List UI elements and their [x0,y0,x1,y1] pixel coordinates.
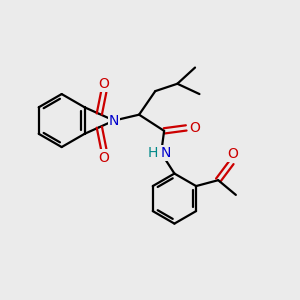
Text: O: O [189,121,200,135]
Text: O: O [98,76,109,91]
Text: O: O [98,151,109,164]
Text: N: N [160,146,171,160]
Text: N: N [109,114,119,128]
Text: H: H [147,146,158,160]
Text: O: O [227,147,238,161]
